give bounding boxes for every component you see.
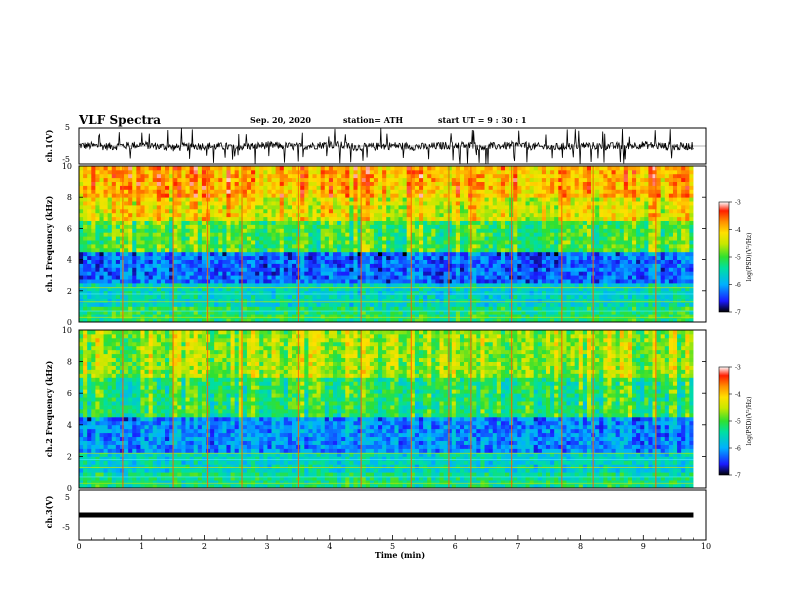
ch2-spec-ytick-label: 8 [67,358,72,367]
ch2-colorbar: -7 -6 -5 -4 -3 log(PSD)(V²/Hz) [718,365,753,480]
x-tick-label: 1 [139,542,144,551]
figure-title: VLF Spectra [78,113,161,127]
x-tick-label: 9 [641,542,646,551]
ch1-spec-ytick-label: 4 [67,256,72,265]
colorbar-tick-label: -7 [735,473,741,480]
ch1-colorbar: -7 -6 -5 -4 -3 log(PSD)(V²/Hz) [718,200,753,317]
ch1-spec-ytick-label: 2 [67,287,72,296]
ch1-wave-ylabel: ch.1(V) [44,129,54,162]
colorbar-label: log(PSD)(V²/Hz) [746,397,753,446]
colorbar-tick-label: -3 [735,200,741,207]
ch1-spec-ylabel: ch.1 Frequency (kHz) [44,196,54,293]
colorbar-tick-label: -4 [735,227,741,234]
x-tick-label: 2 [202,542,207,551]
ch1-ytick-top: 5 [65,123,70,132]
x-tick-label: 8 [578,542,583,551]
x-tick-label: 6 [453,542,458,551]
ch2-spec-ytick-label: 4 [67,421,72,430]
ch2-spectrogram [79,330,706,489]
ch1-spec-ytick-label: 10 [62,162,72,171]
ch2-spec-ytick-label: 10 [62,326,72,335]
ch3-wave-ylabel: ch.3(V) [44,495,54,528]
ch1-spectrogram-panel: 0 2 4 6 8 10 ch.1 Frequency (kHz) [44,162,707,327]
colorbar-tick-label: -5 [735,255,741,262]
ch1-spec-nodata [693,166,706,322]
ch1-trace-line [78,128,694,165]
colorbar-tick-label: -7 [735,310,741,317]
colorbar-ramp [718,366,730,476]
ch1-trace [78,128,706,165]
colorbar-tick-label: -6 [735,446,741,453]
ch3-waveform-panel: 5 -5 ch.3(V) 0 1 2 3 4 5 6 7 8 9 10 Time (min) [44,489,711,560]
ch3-ytick-top: 5 [65,493,70,502]
ch1-ytick-bottom: -5 [62,155,70,164]
x-axis-label: Time (min) [375,550,425,560]
ch2-spec-ylabel: ch.2 Frequency (kHz) [44,361,54,458]
ch2-spectrogram-panel: 0 2 4 6 8 10 ch.2 Frequency (kHz) [44,326,707,493]
colorbar-tick-label: -5 [735,419,741,426]
colorbar-ramp [718,201,730,313]
x-tick-label: 3 [265,542,270,551]
ch1-spec-ytick-label: 0 [67,318,72,327]
header-station: station= ATH [343,115,403,125]
x-tick-label: 0 [76,542,81,551]
x-tick-label: 5 [390,542,395,551]
ch1-spec-ytick-label: 8 [67,193,72,202]
header-start: start UT = 9 : 30 : 1 [438,115,527,125]
ch2-spec-nodata [693,330,706,488]
header-date: Sep. 20, 2020 [250,115,311,125]
ch1-spectrogram [79,166,706,323]
ch2-spec-ytick-label: 6 [67,389,72,398]
colorbar-tick-label: -3 [735,365,741,372]
x-tick-label: 10 [701,542,711,551]
ch2-spec-ytick-label: 2 [67,452,72,461]
colorbar-tick-label: -6 [735,282,741,289]
ch3-ytick-bottom: -5 [62,523,70,532]
ch2-spec-ytick-label: 0 [67,484,72,493]
colorbar-tick-label: -4 [735,392,741,399]
x-tick-label: 7 [515,542,520,551]
x-tick-label: 4 [327,542,332,551]
ch1-waveform-panel: 5 -5 ch.1(V) [44,123,707,165]
colorbar-label: log(PSD)(V²/Hz) [746,233,753,282]
ch1-spec-ytick-label: 6 [67,224,72,233]
